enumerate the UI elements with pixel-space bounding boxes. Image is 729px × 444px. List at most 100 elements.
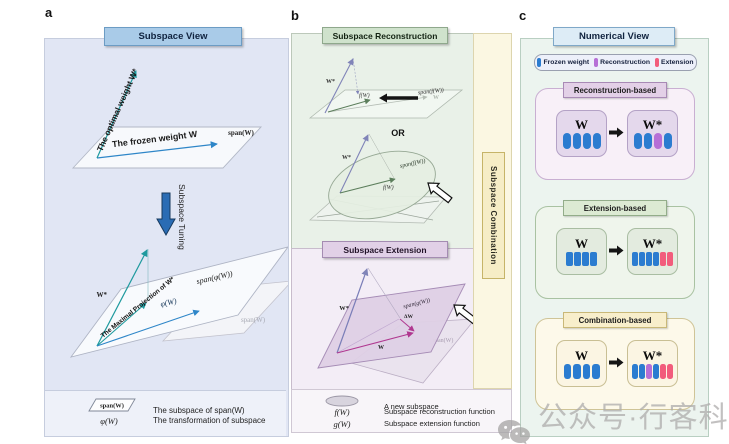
blue-weight-pill [632, 363, 638, 379]
legend-extension: Extension [655, 58, 694, 67]
blue-weight-pill [574, 252, 581, 266]
purple-weight-pill [653, 133, 662, 149]
card-title: Extension-based [563, 200, 667, 216]
delta-w-label: ΔW [404, 314, 413, 320]
weight-pills [632, 252, 673, 266]
weight-pills [563, 363, 600, 379]
phi-w-label: φ(W) [160, 296, 178, 308]
optimal-weight-arrow [96, 70, 137, 159]
subspace-tuning-label: Subspace Tuning [177, 184, 187, 250]
phi-w-arrow [96, 309, 200, 347]
watermark: 公众号·行客科技 [497, 394, 729, 444]
span-w-label: span(W) [228, 129, 254, 137]
weight-pills [566, 252, 597, 266]
old-w-label: W [433, 95, 439, 101]
delta-w-arrow [399, 318, 415, 332]
w-star-box: W* [627, 228, 678, 275]
frozen-weight-plane [71, 126, 263, 169]
legend-text: A new subspace [384, 402, 439, 411]
transform-arrow-icon [608, 244, 625, 262]
f-w-label-d2: f(W) [383, 184, 394, 191]
w-star-arrow-d1 [324, 58, 354, 114]
max-projection-arrow [96, 302, 147, 347]
parallelogram-icon: span(W) [71, 398, 147, 417]
w-star-label-d3: W* [339, 305, 349, 312]
subspace-reconstruction-header: Subspace Reconstruction [322, 27, 448, 44]
weight-color-legend: Frozen weight Reconstruction Extension [534, 54, 697, 71]
blue-weight-pill [646, 252, 652, 266]
blue-weight-pill [592, 363, 600, 379]
extension-diagram: span(W) span(g(W)) W* ΔW W [317, 267, 473, 384]
panel-numerical-view: Frozen weight Reconstruction Extension R… [520, 38, 709, 437]
projection-line-d3 [336, 318, 400, 354]
g-w-symbol: g(W) [333, 419, 351, 429]
blue-weight-pill [592, 133, 601, 149]
legend-text: The transformation of subspace [153, 416, 266, 425]
w-star-label: W* [97, 291, 108, 299]
blue-weight-pill [582, 363, 590, 379]
legend-row-subspace: span(W) The subspace of span(W) [45, 398, 286, 415]
span-w-back-label: span(W) [241, 316, 266, 324]
blue-weight-pill [566, 252, 573, 266]
legend-row-new-subspace: A new subspace [292, 394, 511, 412]
legend-row-transformation: φ(W) The transformation of subspace [45, 416, 286, 430]
subspace-tuning-arrow [156, 192, 176, 237]
panel-subspace-view: span(W) The frozen weight W The optimal … [44, 38, 294, 437]
subspace-combination-box: Subspace Combination [482, 152, 505, 279]
f-w-symbol: f(W) [334, 407, 350, 417]
panel-b-legend: A new subspace f(W) Subspace reconstruct… [291, 389, 512, 433]
blue-weight-pill [573, 363, 581, 379]
w-star-box: W* [627, 110, 678, 157]
wechat-icon [497, 418, 533, 444]
projection-dashed-line [352, 57, 360, 95]
weight-pills [633, 133, 672, 149]
f-w-arrow-d2 [339, 177, 396, 194]
w-label-d3: W [378, 345, 384, 351]
extension-based-card: Extension-based W W* [535, 200, 695, 299]
panel-subspace-methods: W f(W) W* span(f(W)) OR W* f(W) span(f(W… [291, 33, 512, 433]
pink-weight-pill [660, 363, 666, 379]
legend-text: The subspace of span(W) [153, 406, 245, 415]
w-box: W [556, 340, 607, 387]
w-box: W [556, 110, 607, 157]
phi-symbol: φ(W) [100, 416, 118, 426]
svg-text:span(W): span(W) [100, 403, 124, 410]
w-star-arrow-d2 [339, 134, 369, 194]
w-star-label-d2: W* [342, 155, 351, 161]
blue-weight-pill [639, 252, 645, 266]
combination-based-card: Combination-based W W* [535, 312, 695, 410]
w-arrow-d3 [336, 331, 414, 354]
combine-hollow-arrow-1 [427, 182, 453, 204]
projection-line-d2 [368, 133, 395, 179]
combine-hollow-arrow-2 [453, 304, 473, 326]
blue-swatch [537, 58, 542, 67]
numerical-view-header: Numerical View [553, 27, 675, 46]
blue-weight-pill [563, 363, 571, 379]
transform-arrow-icon [608, 126, 625, 144]
watermark-text: 公众号·行客科技 [538, 402, 729, 434]
reconstruction-based-card: Reconstruction-based W W* [535, 82, 695, 180]
blue-weight-pill [643, 133, 652, 149]
blue-weight-pill [572, 133, 581, 149]
span-f-w-label-d1: span(f(W)) [418, 87, 445, 97]
weight-pills [632, 363, 673, 379]
blue-weight-pill [590, 252, 597, 266]
pink-weight-pill [667, 363, 673, 379]
pink-weight-pill [667, 252, 673, 266]
w-star-arrow-d3 [336, 268, 369, 354]
span-w-label-d3: span(W) [433, 337, 454, 344]
purple-weight-pill [646, 363, 652, 379]
panel-b-letter: b [291, 8, 299, 23]
card-title: Reconstruction-based [563, 82, 667, 98]
w-star-label-d1: W* [326, 79, 335, 85]
f-w-label: f(W) [359, 92, 370, 99]
legend-reconstruction: Reconstruction [594, 58, 650, 67]
blue-weight-pill [639, 363, 645, 379]
blue-weight-pill [562, 133, 571, 149]
blue-weight-pill [653, 363, 659, 379]
blue-weight-pill [582, 133, 591, 149]
w-star-box: W* [627, 340, 678, 387]
blue-weight-pill [653, 252, 659, 266]
subspace-view-header: Subspace View [104, 27, 242, 46]
f-w-arrow [327, 98, 371, 113]
